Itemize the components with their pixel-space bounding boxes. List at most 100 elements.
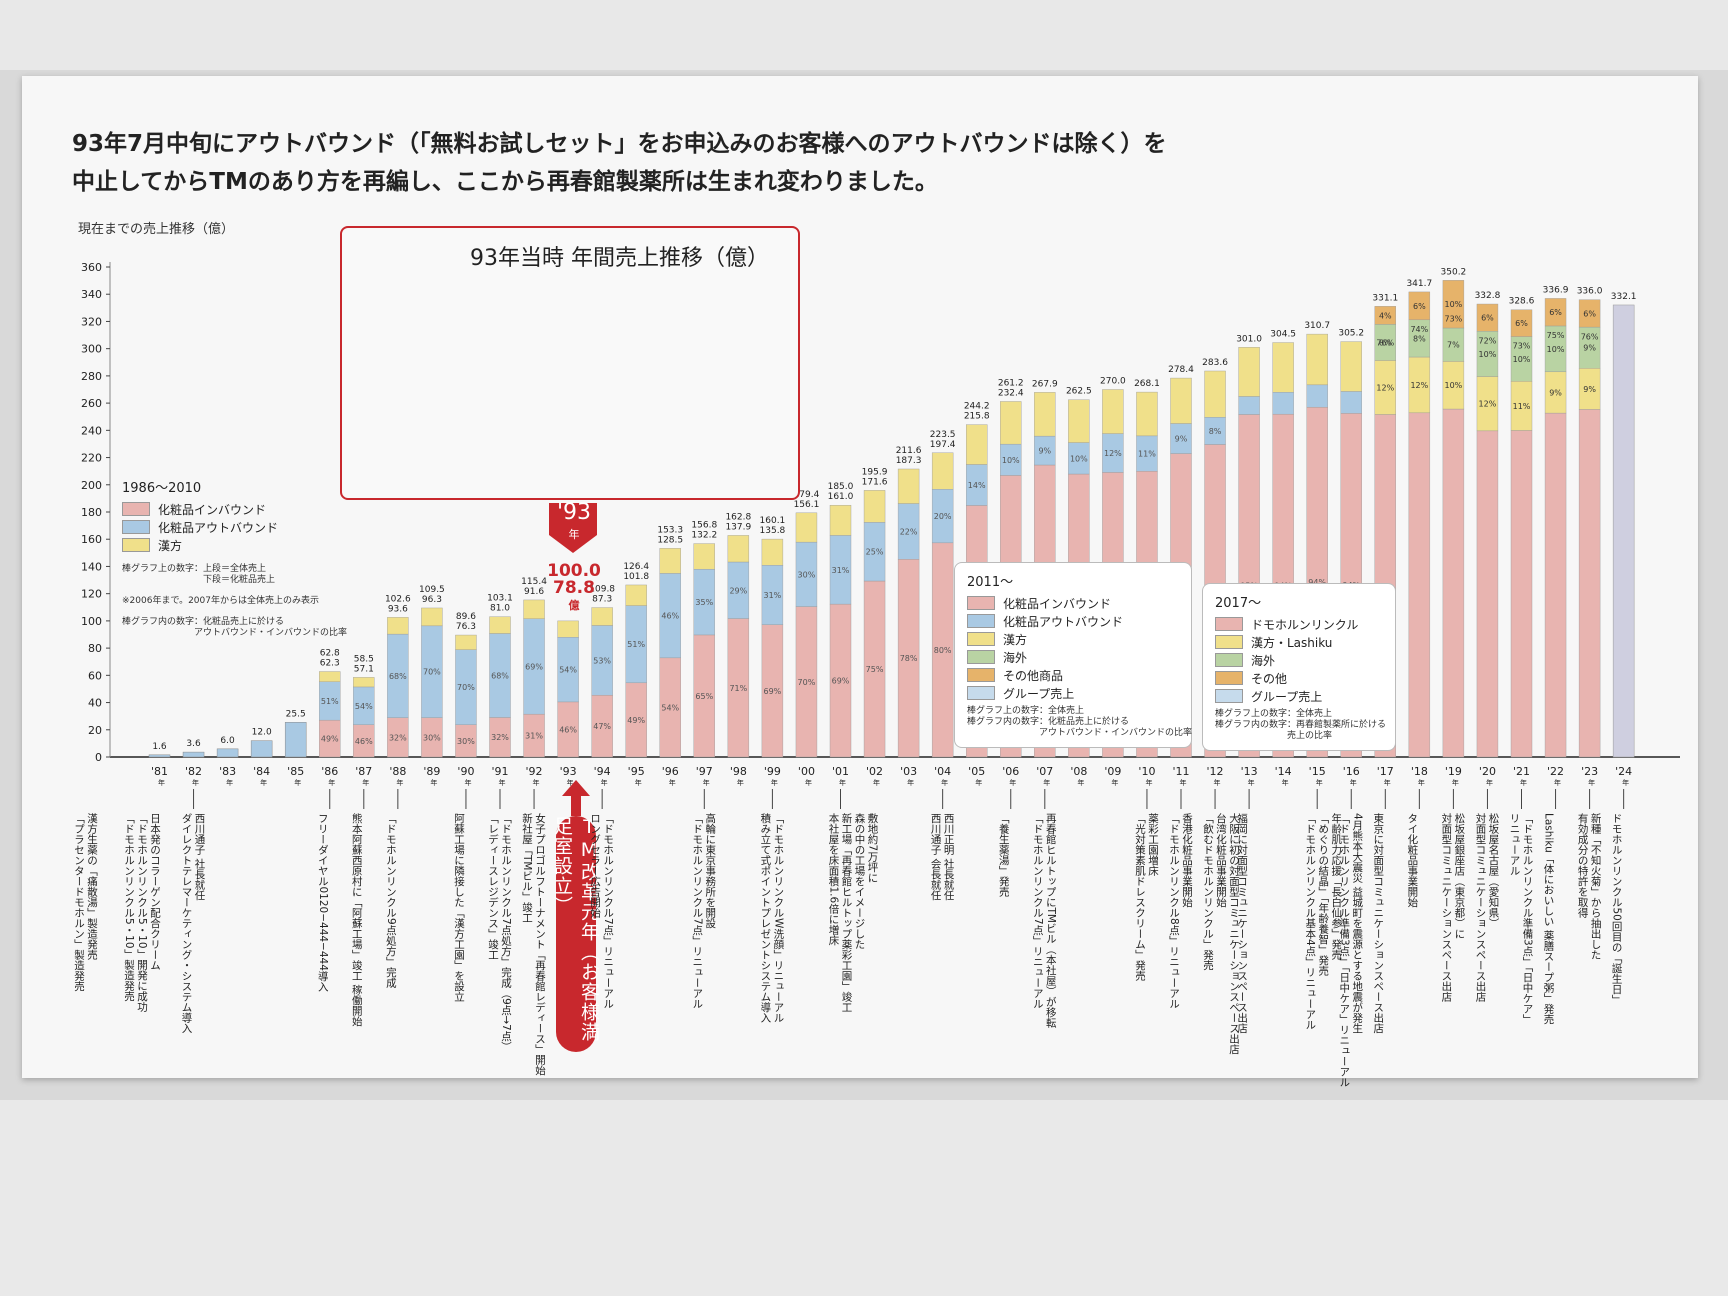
segment-label: 10%	[1070, 454, 1088, 463]
y-tick-label: 160	[81, 533, 102, 546]
total-label: 310.7	[1304, 321, 1330, 331]
legend-label: ドモホルンリンクル	[1251, 617, 1359, 632]
segment-dr	[1476, 430, 1499, 758]
swatch	[967, 650, 995, 664]
segment-kampo	[897, 468, 920, 504]
x-tick-label: '24	[1615, 765, 1632, 778]
x-tick-label: '19	[1445, 765, 1462, 778]
event-item: 「ドモホルンリンクル7点処方」完成（9点→7点） 「レディースレジデンス」竣工	[487, 813, 512, 1052]
legend-item: 漢方	[122, 536, 347, 554]
x-tick-suffix: 年	[1214, 778, 1221, 787]
tm-arrow-icon	[562, 780, 590, 816]
segment-other	[1374, 306, 1397, 325]
x-tick-label: '01	[832, 765, 849, 778]
x-tick-suffix: 年	[703, 778, 710, 787]
x-tick-suffix: 年	[1384, 778, 1391, 787]
y-tick-label: 180	[81, 506, 102, 519]
legend-label: その他	[1251, 671, 1288, 686]
y-tick-label: 40	[88, 697, 102, 710]
x-tick-label: '88	[389, 765, 406, 778]
total-label: 3.6	[186, 739, 201, 749]
segment-kampo	[1136, 391, 1158, 437]
event-item: 松坂屋名古屋（愛知県） 対面型コミュニケーションスペース出店	[1474, 813, 1500, 1002]
tm-reform-badge: TM改革元年（お客様満足室設立）	[551, 816, 600, 1052]
segment-label: 70%	[423, 668, 441, 677]
x-tick-label: '15	[1309, 765, 1326, 778]
legend-label: 化粧品インバウンド	[158, 502, 267, 517]
total-label: 261.2 232.4	[998, 378, 1024, 398]
segment-dr	[1408, 412, 1431, 758]
segment-label: 20%	[934, 512, 952, 521]
x-tick-suffix: 年	[1520, 778, 1527, 787]
segment-kampo	[1000, 401, 1022, 445]
event-item: 薬彩工園増床 「光対策素肌ドレスクリーム」発売	[1133, 813, 1159, 981]
legend-item: グループ売上	[967, 684, 1179, 702]
segment-label: 30%	[457, 737, 475, 746]
badge-93-text: '93	[556, 500, 592, 525]
total-label: 109.5 96.3	[419, 585, 445, 605]
legend-item: その他商品	[967, 666, 1179, 684]
total-label: 267.9	[1032, 379, 1058, 389]
event-item: Lashiku「体においしい 薬膳スープ粥」発売	[1542, 813, 1555, 1025]
total-label: 332.1	[1611, 292, 1637, 302]
segment-label: 10%	[1513, 355, 1531, 364]
segment-kampo	[421, 607, 443, 627]
segment-kampo	[829, 504, 852, 536]
segment-label: 10%	[1445, 381, 1463, 390]
segment-label: 32%	[389, 733, 407, 742]
segment-label: 8%	[1413, 334, 1426, 343]
segment-label: 8%	[1379, 338, 1392, 347]
x-tick-suffix: 年	[975, 778, 982, 787]
x-tick-suffix: 年	[1248, 778, 1255, 787]
segment-label: 94%	[1308, 578, 1326, 587]
segment-other	[1476, 303, 1499, 332]
x-tick-label: '95	[628, 765, 645, 778]
segment-label: 9%	[1583, 344, 1596, 353]
swatch	[967, 614, 995, 628]
x-tick-suffix: 年	[226, 778, 233, 787]
segment-label: 51%	[321, 697, 339, 706]
segment-label: 54%	[559, 666, 577, 675]
x-tick-suffix: 年	[1180, 778, 1187, 787]
event-item: 4月熊本大震災 益城町を震源とする地震が発生 「ドモホルンリンクル準備3点」「日…	[1338, 813, 1364, 1088]
event-item: 西川正明 社長就任 西川通子 会長就任	[929, 813, 955, 901]
x-tick-suffix: 年	[1486, 778, 1493, 787]
y-axis-title: 現在までの売上推移（億）	[78, 222, 235, 237]
segment-label: 6%	[1515, 319, 1528, 328]
x-tick-suffix: 年	[1554, 778, 1561, 787]
event-item: 「ドモホルンリンクル9点処方」完成	[384, 813, 397, 988]
segment-kampo	[659, 548, 681, 574]
x-tick-label: '90	[457, 765, 474, 778]
segment-dr	[1578, 409, 1601, 758]
swatch	[122, 502, 150, 516]
x-tick-suffix: 年	[1452, 778, 1459, 787]
swatch	[1215, 689, 1243, 703]
segment-kampo	[557, 620, 579, 638]
segment-kampo	[863, 490, 886, 523]
x-tick-label: '22	[1547, 765, 1564, 778]
x-tick-suffix: 年	[567, 778, 574, 787]
x-tick-label: '91	[491, 765, 508, 778]
swatch	[967, 686, 995, 700]
segment-other	[1408, 291, 1431, 321]
inset-title: 93年当時 年間売上推移（億）	[470, 246, 769, 271]
total-label: 156.8 132.2	[691, 521, 717, 541]
x-tick-suffix: 年	[1588, 778, 1595, 787]
x-tick-label: '99	[764, 765, 781, 778]
segment-label: 14%	[968, 481, 986, 490]
segment-label: 6%	[1413, 302, 1426, 311]
total-label: 179.4 156.1	[794, 490, 820, 510]
headline-line1: 93年7月中旬にアウトバウンド（「無料お試しセット」をお申込みのお客様へのアウト…	[72, 131, 1167, 157]
segment-label: 29%	[729, 586, 747, 595]
legend-note: 棒グラフ上の数字：全体売上 棒グラフ内の数字：再春館製薬所に於ける 売上の比率	[1215, 709, 1387, 741]
segment-kampo	[1272, 342, 1294, 393]
segment-label: 76%	[1376, 338, 1394, 347]
swatch	[122, 538, 150, 552]
segment-label: 68%	[389, 672, 407, 681]
x-tick-suffix: 年	[362, 778, 369, 787]
legend-label: 漢方・Lashiku	[1251, 635, 1333, 650]
x-tick-suffix: 年	[1043, 778, 1050, 787]
segment-other	[1442, 280, 1465, 329]
total-label: 304.5	[1270, 330, 1296, 340]
segment-label: 75%	[1547, 331, 1565, 340]
